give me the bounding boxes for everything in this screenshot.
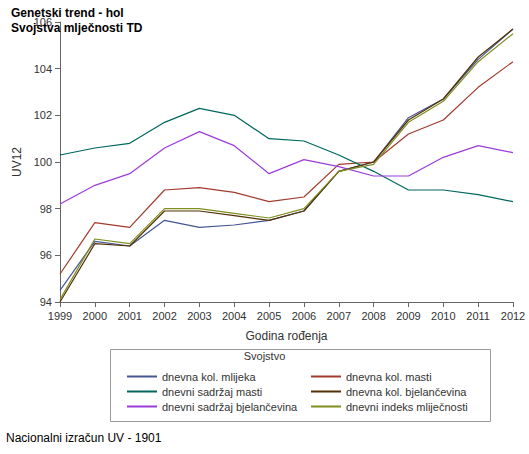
svg-text:Svojstvo: Svojstvo bbox=[244, 350, 286, 362]
svg-text:1999: 1999 bbox=[48, 310, 72, 322]
svg-text:2006: 2006 bbox=[292, 310, 316, 322]
svg-text:dnevna kol. bjelančevina: dnevna kol. bjelančevina bbox=[346, 386, 467, 398]
svg-text:94: 94 bbox=[40, 296, 52, 308]
svg-text:100: 100 bbox=[34, 156, 52, 168]
svg-text:2012: 2012 bbox=[501, 310, 525, 322]
svg-text:2010: 2010 bbox=[431, 310, 455, 322]
svg-text:2009: 2009 bbox=[396, 310, 420, 322]
svg-text:2005: 2005 bbox=[257, 310, 281, 322]
svg-text:2011: 2011 bbox=[466, 310, 490, 322]
svg-text:dnevna kol. mlijeka: dnevna kol. mlijeka bbox=[162, 371, 256, 383]
svg-text:Svojstva mlječnosti TD: Svojstva mlječnosti TD bbox=[11, 21, 143, 35]
svg-text:102: 102 bbox=[34, 109, 52, 121]
svg-text:dnevni sadržaj masti: dnevni sadržaj masti bbox=[162, 386, 262, 398]
svg-text:2003: 2003 bbox=[187, 310, 211, 322]
svg-text:96: 96 bbox=[40, 249, 52, 261]
svg-text:dnevni indeks mliječnosti: dnevni indeks mliječnosti bbox=[346, 401, 468, 413]
svg-text:2007: 2007 bbox=[327, 310, 351, 322]
svg-text:dnevni sadržaj bjelančevina: dnevni sadržaj bjelančevina bbox=[162, 401, 298, 413]
svg-text:2002: 2002 bbox=[152, 310, 176, 322]
svg-text:2008: 2008 bbox=[361, 310, 385, 322]
svg-text:dnevna kol. masti: dnevna kol. masti bbox=[346, 371, 432, 383]
svg-text:2001: 2001 bbox=[117, 310, 141, 322]
svg-text:104: 104 bbox=[34, 63, 52, 75]
svg-text:98: 98 bbox=[40, 203, 52, 215]
svg-text:Godina rođenja: Godina rođenja bbox=[245, 329, 327, 343]
svg-text:Genetski trend - hol: Genetski trend - hol bbox=[11, 6, 124, 20]
svg-text:2004: 2004 bbox=[222, 310, 246, 322]
svg-text:Nacionalni izračun UV - 1901: Nacionalni izračun UV - 1901 bbox=[6, 431, 162, 445]
svg-text:UV12: UV12 bbox=[10, 147, 24, 177]
svg-text:2000: 2000 bbox=[83, 310, 107, 322]
